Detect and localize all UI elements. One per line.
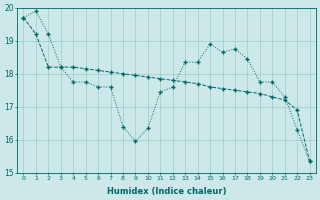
X-axis label: Humidex (Indice chaleur): Humidex (Indice chaleur) bbox=[107, 187, 226, 196]
